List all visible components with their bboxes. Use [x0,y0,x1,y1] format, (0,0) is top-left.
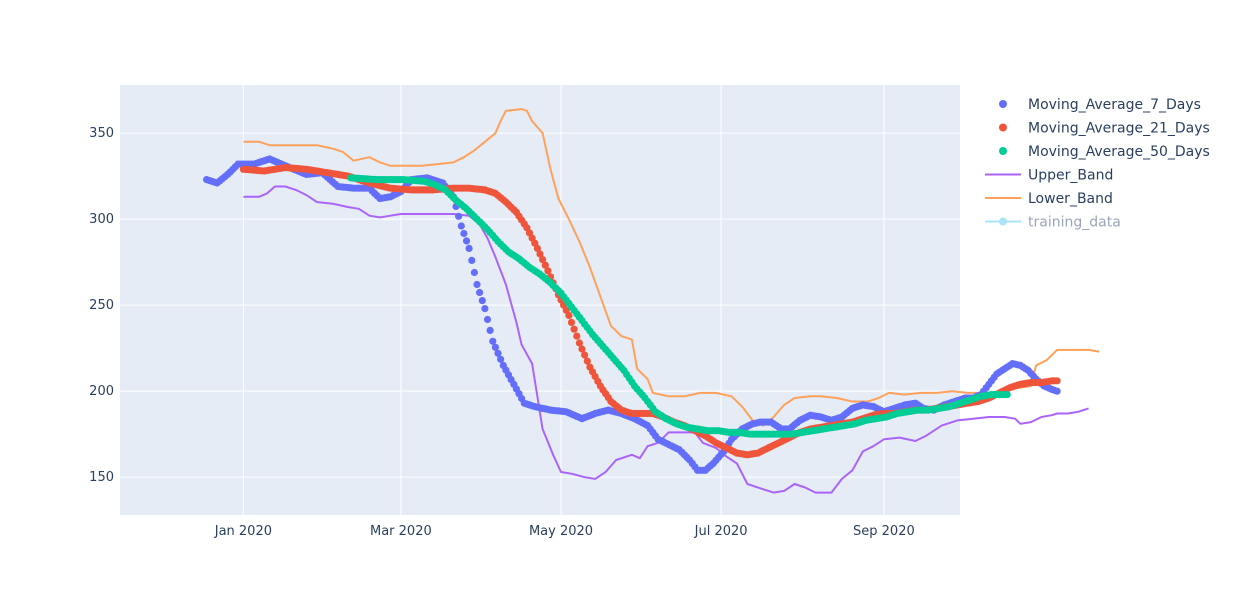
legend-marker [999,123,1007,132]
data-point [462,237,471,245]
legend-label: Moving_Average_21_Days [1028,121,1210,137]
legend-label: Upper_Band [1028,168,1113,184]
data-point [573,332,581,340]
data-point [481,305,489,313]
legend-label: Moving_Average_7_Days [1028,97,1201,113]
series-lower-band [243,108,1100,427]
legend-label: Moving_Average_50_Days [1028,144,1210,160]
series-moving-average-50-days [347,174,1011,438]
data-point [1003,391,1011,399]
x-tick-label: Sep 2020 [853,524,915,539]
data-point [491,343,499,351]
data-point [478,297,486,305]
legend-marker [999,217,1007,226]
data-point [544,267,552,275]
x-tick-label: Jan 2020 [214,524,272,539]
x-tick-label: May 2020 [529,524,593,539]
data-point [457,222,465,230]
data-point [468,256,476,264]
y-tick-label: 200 [89,384,114,399]
y-tick-label: 300 [89,212,114,227]
legend-item-upper-band[interactable]: Upper_Band [985,168,1113,184]
data-point [575,339,584,347]
legend-marker [999,100,1007,108]
data-point [539,256,547,264]
legend-label: training_data [1028,215,1121,231]
data-point [465,244,473,252]
series-line-lower-band [243,108,1100,427]
data-point [1053,377,1061,385]
data-point [536,250,544,258]
legend[interactable]: Moving_Average_7_Days Moving_Average_21_D… [985,97,1210,231]
data-point [473,280,481,289]
data-point [489,337,497,345]
legend-item-training-data[interactable]: training_data [985,215,1121,231]
data-point [581,351,589,359]
x-tick-labels: Jan 2020 Mar 2020 May 2020 Jul 2020 Sep 2020 [214,524,915,539]
legend-item-moving-average-21-days[interactable]: Moving_Average_21_Days [999,121,1210,137]
series-layer [203,108,1100,494]
data-point [567,318,576,326]
data-point [494,349,502,357]
y-tick-label: 350 [89,126,114,141]
data-point [570,325,578,333]
data-point [483,315,492,324]
legend-item-lower-band[interactable]: Lower_Band [985,191,1113,207]
legend-marker [999,147,1007,155]
legend-item-moving-average-7-days[interactable]: Moving_Average_7_Days [999,97,1201,113]
x-tick-label: Jul 2020 [694,524,748,539]
x-tick-label: Mar 2020 [370,524,432,539]
data-point [533,244,542,252]
data-point [578,345,586,353]
data-point [486,326,494,334]
data-point [470,268,478,277]
legend-label: Lower_Band [1028,191,1113,207]
data-point [497,355,505,363]
legend-item-moving-average-50-days[interactable]: Moving_Average_50_Days [999,144,1210,160]
y-gridlines [120,132,960,478]
data-point [565,311,573,320]
data-point [476,288,484,297]
data-point [455,212,463,220]
data-point [460,229,468,238]
y-tick-label: 150 [89,470,114,485]
data-point [541,261,549,269]
data-point [583,357,591,365]
y-tick-labels: 150 200 250 300 350 [89,126,114,485]
y-tick-label: 250 [89,298,114,313]
plot-background [120,85,960,515]
data-point [1053,387,1061,395]
